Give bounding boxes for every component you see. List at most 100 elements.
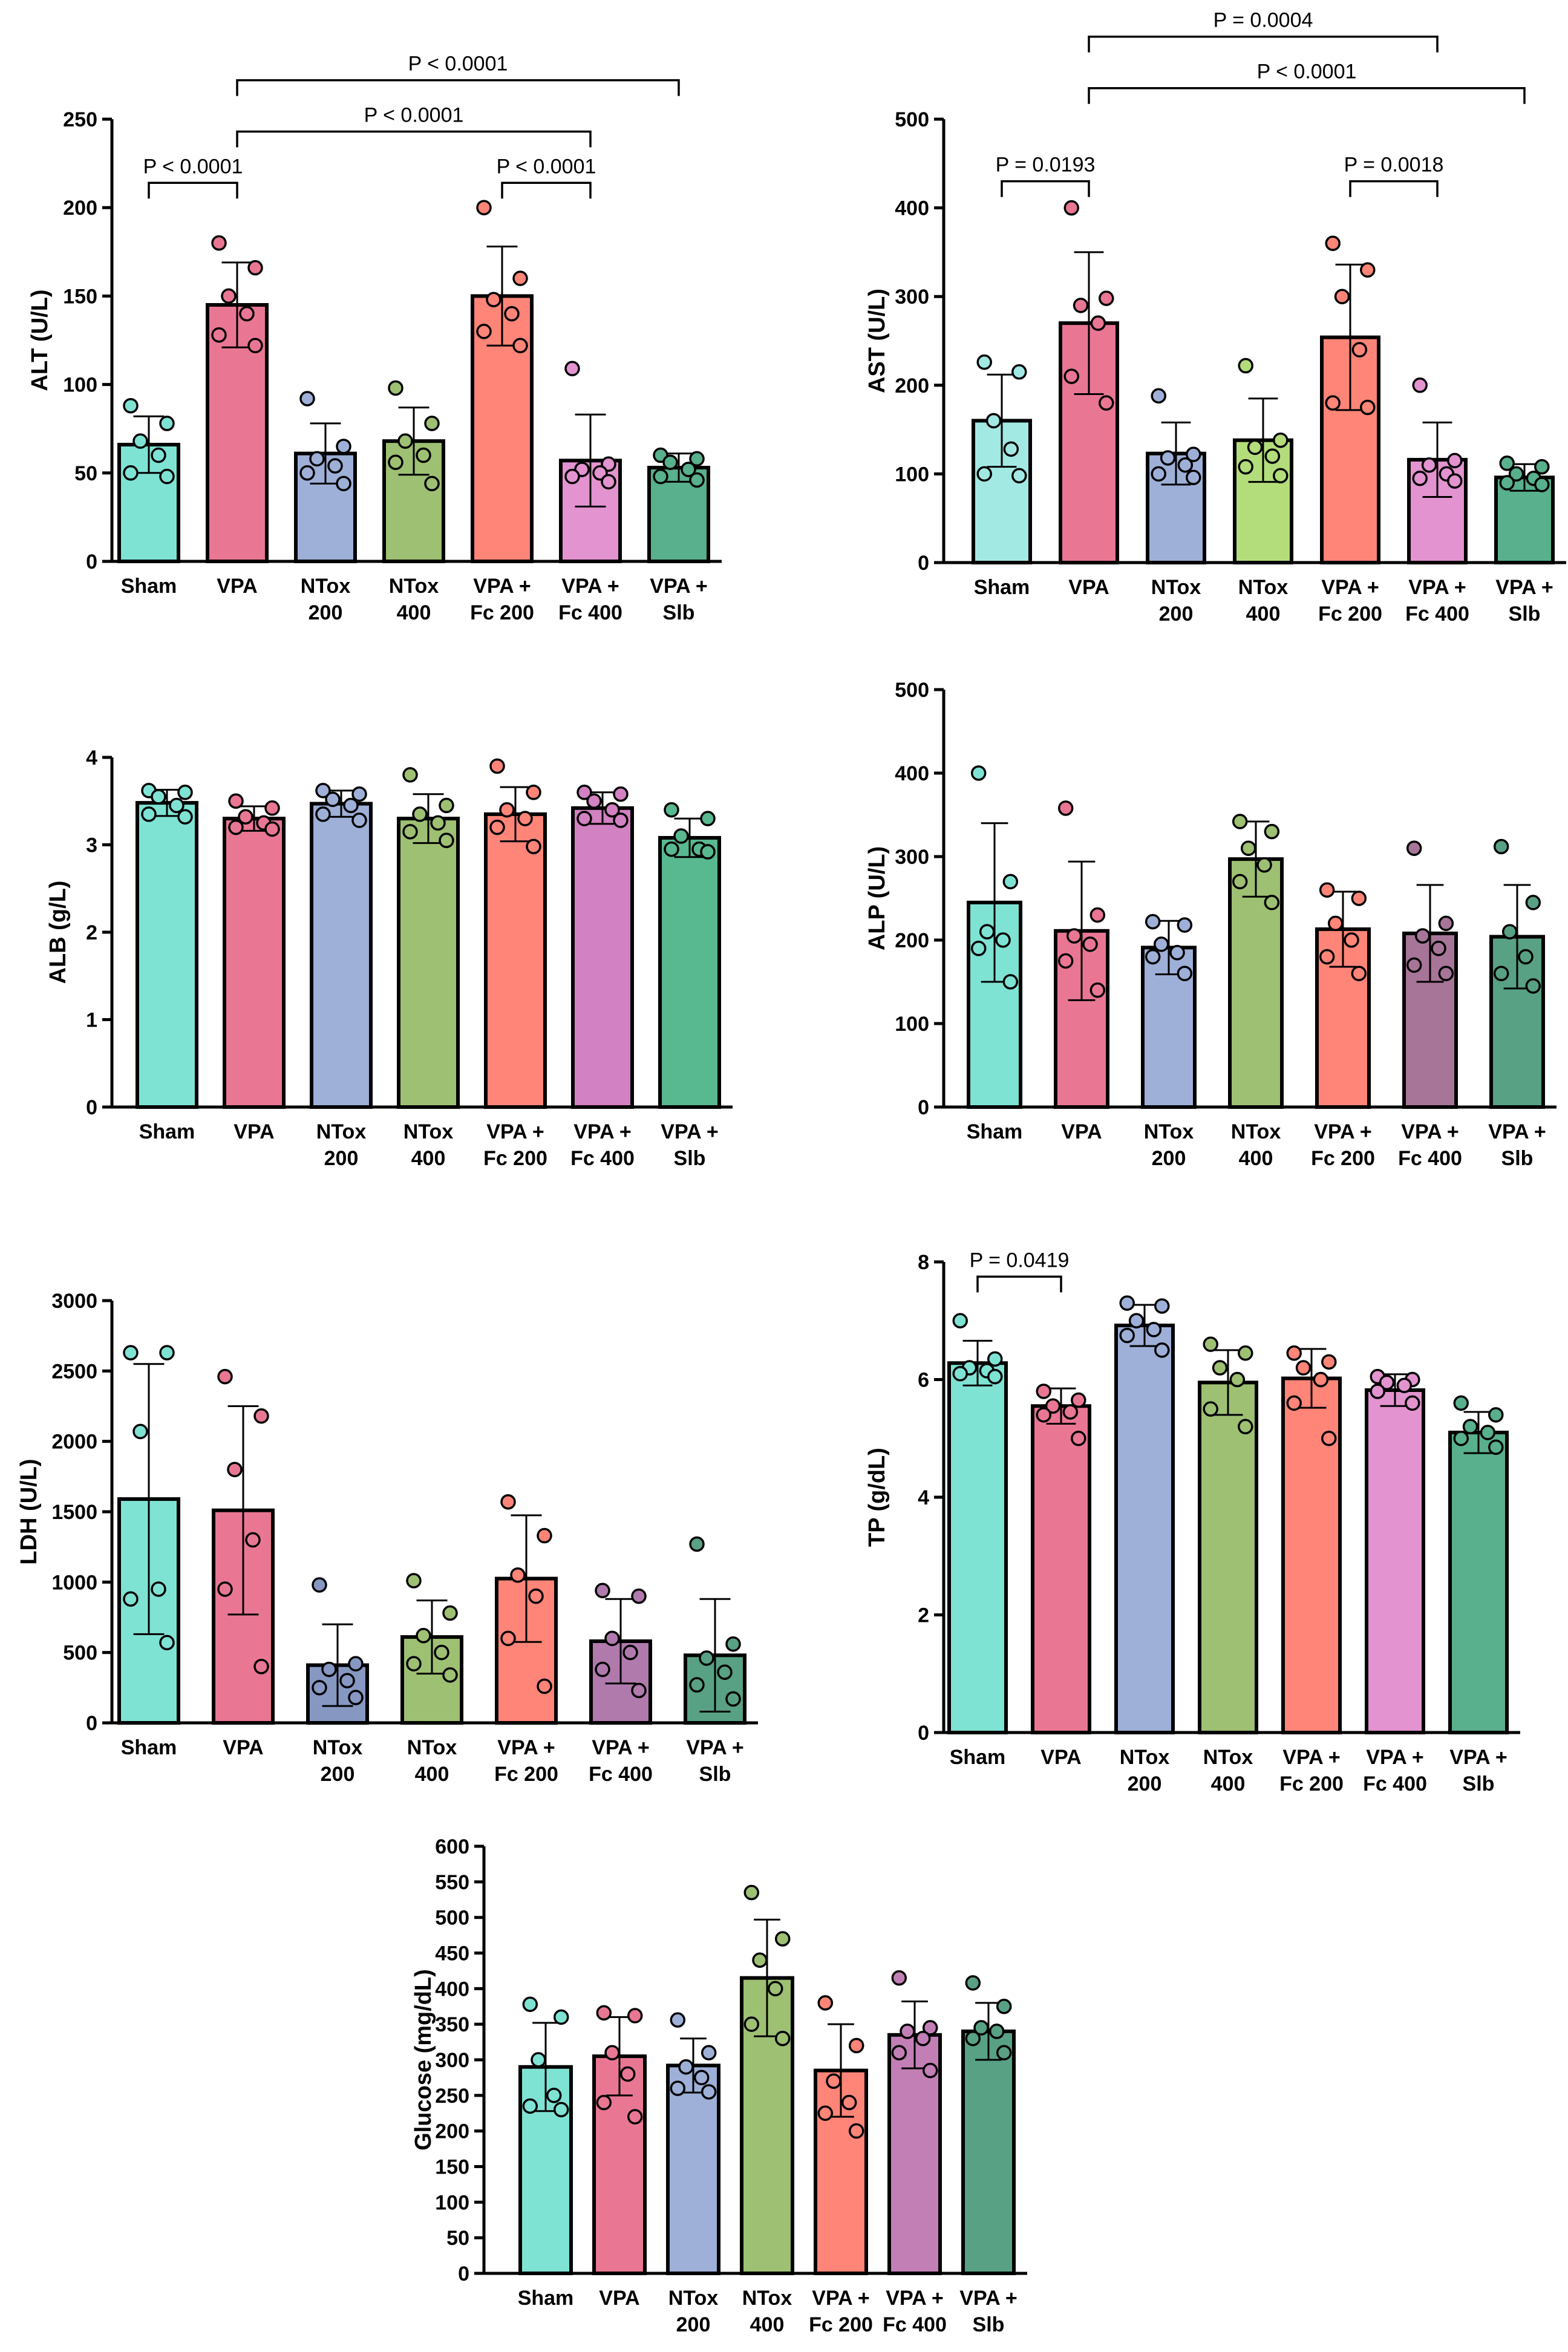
- x-tick-label: VPA +: [1495, 576, 1553, 599]
- y-tick-label: 100: [435, 2191, 469, 2214]
- data-point: [264, 800, 280, 816]
- data-point: [613, 786, 629, 802]
- data-point: [434, 1644, 449, 1661]
- chart-panel-3: 0 1 2 3 4 ALB (g/L) Sham VPA NTox 200 NTox 400 VPA +…: [45, 746, 733, 1170]
- x-tick-label: VPA +: [1488, 1120, 1546, 1143]
- data-point: [159, 1345, 175, 1361]
- data-point: [531, 2052, 546, 2068]
- data-point: [1154, 1342, 1170, 1358]
- data-point: [1238, 1345, 1253, 1361]
- data-point: [752, 1952, 768, 1968]
- bar: [1059, 321, 1119, 564]
- x-tick-label: Fc 400: [570, 1147, 635, 1170]
- y-tick-label: 300: [895, 846, 929, 869]
- data-point: [1319, 882, 1335, 898]
- x-tick-label: Fc 200: [1318, 603, 1382, 626]
- bar: [310, 802, 373, 1109]
- chart-panel-2: 0 100 200 300 400 500 AST (U/L) Sham VPA NTox 200 N…: [864, 9, 1566, 626]
- data-point: [526, 838, 541, 855]
- data-point: [1406, 957, 1422, 973]
- data-point: [1203, 1336, 1218, 1352]
- data-point: [517, 811, 533, 826]
- data-point: [1240, 840, 1256, 856]
- data-point: [622, 1644, 638, 1661]
- data-point: [1045, 1398, 1061, 1414]
- data-point: [228, 819, 244, 835]
- x-tick-label: Slb: [1463, 1772, 1495, 1795]
- data-point: [595, 1661, 610, 1677]
- data-point: [1186, 446, 1201, 462]
- x-tick-label: VPA +: [686, 1736, 743, 1759]
- x-tick-label: 400: [1239, 1147, 1273, 1170]
- data-point: [1057, 953, 1074, 969]
- data-point: [1177, 457, 1194, 473]
- x-tick-label: VPA +: [486, 1120, 544, 1143]
- chart-panel-5: 0 500 1000 1500 2000 2500 3000 LDH (U/L) Sham VPA…: [16, 1290, 758, 1786]
- x-tick-label: Fc 400: [1405, 603, 1469, 626]
- y-tick-label: 8: [918, 1251, 929, 1274]
- data-point: [228, 793, 244, 809]
- data-point: [1119, 1327, 1135, 1344]
- data-point: [848, 2037, 864, 2054]
- x-tick-label: Slb: [699, 1763, 731, 1786]
- data-point: [397, 433, 413, 449]
- x-tick-label: 200: [1128, 1772, 1162, 1795]
- x-tick-label: VPA +: [1314, 1120, 1371, 1143]
- data-point: [976, 466, 992, 482]
- x-tick-label: VPA: [1068, 576, 1109, 599]
- data-point: [826, 2073, 841, 2089]
- significance-bracket: [236, 79, 680, 96]
- data-point: [1212, 1360, 1228, 1376]
- x-tick-label: VPA +: [573, 1120, 631, 1143]
- data-point: [402, 824, 418, 840]
- data-point: [689, 1536, 705, 1552]
- data-point: [564, 361, 580, 377]
- data-point: [1379, 1374, 1395, 1391]
- data-point: [891, 2045, 907, 2060]
- data-point: [701, 2045, 717, 2060]
- x-tick-label: NTox: [389, 575, 439, 598]
- data-point: [1238, 358, 1253, 374]
- data-point: [1488, 1407, 1504, 1423]
- data-point: [253, 1408, 269, 1424]
- data-point: [627, 2008, 643, 2024]
- data-point: [1499, 456, 1515, 471]
- data-point: [952, 1313, 968, 1328]
- data-point: [1090, 315, 1106, 331]
- data-point: [321, 1661, 337, 1677]
- y-axis-title: AST (U/L): [864, 289, 890, 393]
- data-point: [1063, 368, 1079, 384]
- data-point: [537, 1678, 552, 1694]
- data-point: [546, 2088, 562, 2103]
- data-point: [976, 354, 992, 370]
- data-point: [817, 1995, 834, 2011]
- data-point: [700, 844, 716, 860]
- data-point: [1406, 840, 1422, 856]
- bar: [1198, 1380, 1258, 1735]
- x-tick-label: Fc 200: [483, 1147, 547, 1170]
- data-point: [985, 413, 1002, 429]
- data-point: [247, 338, 263, 354]
- y-tick-label: 100: [895, 463, 929, 486]
- data-point: [653, 468, 668, 485]
- data-point: [351, 786, 367, 802]
- data-point: [662, 454, 678, 471]
- data-point: [336, 439, 351, 454]
- data-point: [1462, 1419, 1478, 1435]
- data-point: [1295, 1360, 1312, 1376]
- data-point: [299, 465, 315, 481]
- y-tick-label: 200: [895, 374, 929, 397]
- y-axis-title: ALT (U/L): [27, 289, 53, 391]
- y-tick-label: 6: [918, 1369, 929, 1392]
- data-point: [123, 1591, 139, 1607]
- data-point: [424, 475, 440, 492]
- data-point: [670, 2012, 686, 2028]
- significance-label: P < 0.0001: [497, 155, 596, 178]
- data-point: [1232, 874, 1248, 890]
- data-point: [211, 235, 227, 251]
- x-tick-label: VPA +: [497, 1736, 555, 1759]
- data-point: [670, 2080, 686, 2096]
- data-point: [1370, 1383, 1385, 1399]
- data-point: [442, 1605, 458, 1621]
- data-point: [1036, 1407, 1051, 1423]
